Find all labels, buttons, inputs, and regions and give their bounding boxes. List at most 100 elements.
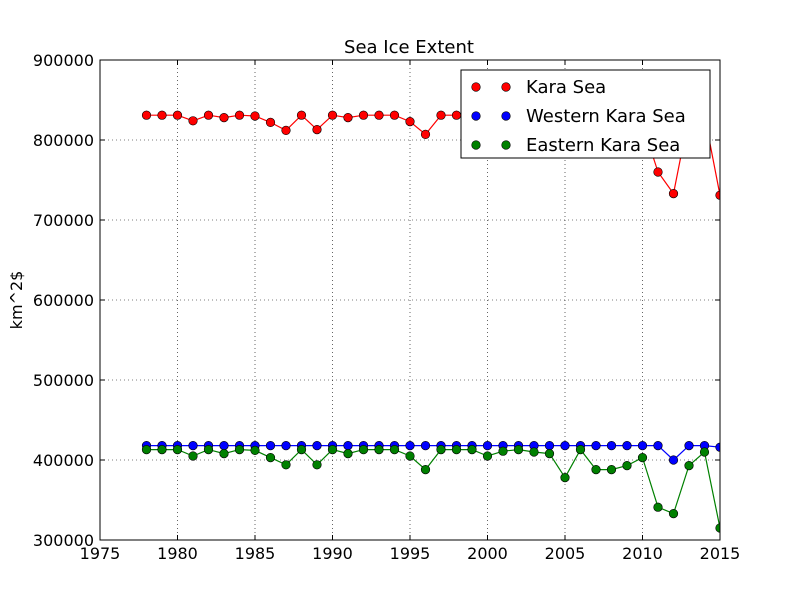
data-point-eastern-kara-sea xyxy=(420,465,431,475)
y-tick-label: 300000 xyxy=(33,531,94,550)
data-point-eastern-kara-sea xyxy=(622,461,632,471)
data-point-eastern-kara-sea xyxy=(436,445,446,455)
data-point-kara-sea xyxy=(436,110,446,120)
data-point-western-kara-sea xyxy=(637,441,648,451)
data-point-kara-sea xyxy=(327,110,338,120)
data-point-western-kara-sea xyxy=(265,441,276,451)
data-point-kara-sea xyxy=(374,110,384,120)
data-point-western-kara-sea xyxy=(312,441,322,451)
x-tick-label: 2000 xyxy=(467,544,508,563)
data-point-eastern-kara-sea xyxy=(529,447,539,457)
x-tick-label: 2010 xyxy=(622,544,663,563)
data-point-eastern-kara-sea xyxy=(575,445,586,455)
data-point-western-kara-sea xyxy=(482,441,493,451)
data-point-eastern-kara-sea xyxy=(141,445,152,455)
data-point-kara-sea xyxy=(668,189,679,199)
data-point-kara-sea xyxy=(250,111,260,121)
data-point-eastern-kara-sea xyxy=(637,453,648,463)
legend-marker xyxy=(501,82,511,92)
data-point-western-kara-sea xyxy=(606,441,617,451)
data-point-eastern-kara-sea xyxy=(281,460,291,470)
data-point-western-kara-sea xyxy=(684,441,694,451)
data-point-kara-sea xyxy=(715,190,720,200)
data-point-kara-sea xyxy=(141,110,152,120)
data-point-kara-sea xyxy=(265,117,276,127)
legend-marker xyxy=(471,111,481,121)
data-point-kara-sea xyxy=(296,110,307,120)
legend-entry-kara-sea: Kara Sea xyxy=(471,77,606,98)
data-point-western-kara-sea xyxy=(188,441,198,451)
data-point-eastern-kara-sea xyxy=(358,445,369,455)
data-point-western-kara-sea xyxy=(591,441,601,451)
data-point-western-kara-sea xyxy=(622,441,632,451)
y-tick-label: 700000 xyxy=(33,211,94,230)
data-point-eastern-kara-sea xyxy=(699,447,710,457)
y-axis-label: km^2$ xyxy=(7,271,26,330)
data-point-western-kara-sea xyxy=(715,442,720,452)
data-point-eastern-kara-sea xyxy=(513,445,524,455)
data-point-western-kara-sea xyxy=(405,441,415,451)
data-point-eastern-kara-sea xyxy=(544,449,555,459)
x-tick-label: 2015 xyxy=(700,544,741,563)
data-point-eastern-kara-sea xyxy=(591,465,601,475)
x-tick-label: 1980 xyxy=(157,544,198,563)
x-tick-label: 1985 xyxy=(235,544,276,563)
data-point-kara-sea xyxy=(358,110,369,120)
legend-marker xyxy=(471,82,481,92)
series-line-western-kara-sea xyxy=(146,445,720,461)
data-series xyxy=(141,110,720,533)
data-point-eastern-kara-sea xyxy=(312,460,322,470)
legend-marker xyxy=(471,140,481,150)
data-point-eastern-kara-sea xyxy=(203,445,214,455)
data-point-eastern-kara-sea xyxy=(157,445,167,455)
data-point-kara-sea xyxy=(281,125,291,135)
legend: Kara Sea Western Kara Sea Eastern Kara Sea xyxy=(460,69,711,159)
data-point-kara-sea xyxy=(653,167,663,177)
data-point-western-kara-sea xyxy=(343,441,353,451)
data-point-eastern-kara-sea xyxy=(327,445,338,455)
x-tick-label: 1990 xyxy=(312,544,353,563)
data-point-eastern-kara-sea xyxy=(265,453,276,463)
data-point-kara-sea xyxy=(234,110,245,120)
data-point-eastern-kara-sea xyxy=(653,502,663,512)
data-point-eastern-kara-sea xyxy=(374,445,384,455)
legend-label: Eastern Kara Sea xyxy=(526,135,680,156)
data-point-eastern-kara-sea xyxy=(188,451,198,461)
data-point-eastern-kara-sea xyxy=(606,465,617,475)
y-tick-label: 600000 xyxy=(33,291,94,310)
data-point-kara-sea xyxy=(343,112,353,123)
data-point-eastern-kara-sea xyxy=(668,508,679,519)
data-point-kara-sea xyxy=(172,110,183,120)
data-point-kara-sea xyxy=(389,110,400,120)
y-tick-label: 400000 xyxy=(33,451,94,470)
data-point-eastern-kara-sea xyxy=(250,445,260,456)
data-point-western-kara-sea xyxy=(560,441,570,451)
data-point-kara-sea xyxy=(451,110,462,120)
legend-marker xyxy=(501,140,511,150)
legend-entry-western-kara-sea: Western Kara Sea xyxy=(471,106,686,127)
legend-entry-eastern-kara-sea: Eastern Kara Sea xyxy=(471,135,680,156)
series-line-eastern-kara-sea xyxy=(146,448,720,529)
data-point-eastern-kara-sea xyxy=(498,446,508,456)
data-point-eastern-kara-sea xyxy=(560,473,570,483)
data-point-eastern-kara-sea xyxy=(405,451,415,461)
legend-marker xyxy=(501,111,511,121)
data-point-kara-sea xyxy=(420,129,431,139)
data-point-eastern-kara-sea xyxy=(451,445,462,455)
series-eastern-kara-sea xyxy=(141,445,720,533)
y-tick-label: 500000 xyxy=(33,371,94,390)
data-point-eastern-kara-sea xyxy=(296,445,307,455)
data-point-eastern-kara-sea xyxy=(467,445,477,455)
data-point-kara-sea xyxy=(188,116,198,126)
data-point-eastern-kara-sea xyxy=(234,445,245,455)
data-point-eastern-kara-sea xyxy=(219,449,229,459)
data-point-western-kara-sea xyxy=(653,441,663,451)
axis-ticks: 1975 1980 1985 1990 1995 2000 2005 2010 2015 3000… xyxy=(33,51,740,563)
legend-label: Kara Sea xyxy=(526,77,606,98)
data-point-eastern-kara-sea xyxy=(343,449,353,459)
series-western-kara-sea xyxy=(141,441,720,465)
x-tick-label: 1995 xyxy=(390,544,431,563)
data-point-kara-sea xyxy=(405,116,415,127)
data-point-western-kara-sea xyxy=(219,441,229,451)
